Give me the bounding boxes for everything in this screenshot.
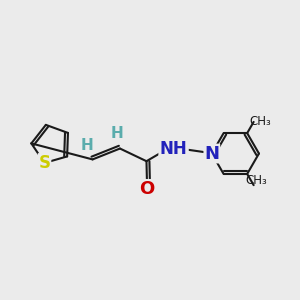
Text: CH₃: CH₃ <box>249 116 271 128</box>
Text: H: H <box>81 138 94 153</box>
Text: NH: NH <box>160 140 188 158</box>
Text: H: H <box>111 126 123 141</box>
Text: S: S <box>38 154 50 172</box>
Text: N: N <box>204 145 219 163</box>
Text: CH₃: CH₃ <box>245 174 267 187</box>
Text: O: O <box>140 180 155 198</box>
